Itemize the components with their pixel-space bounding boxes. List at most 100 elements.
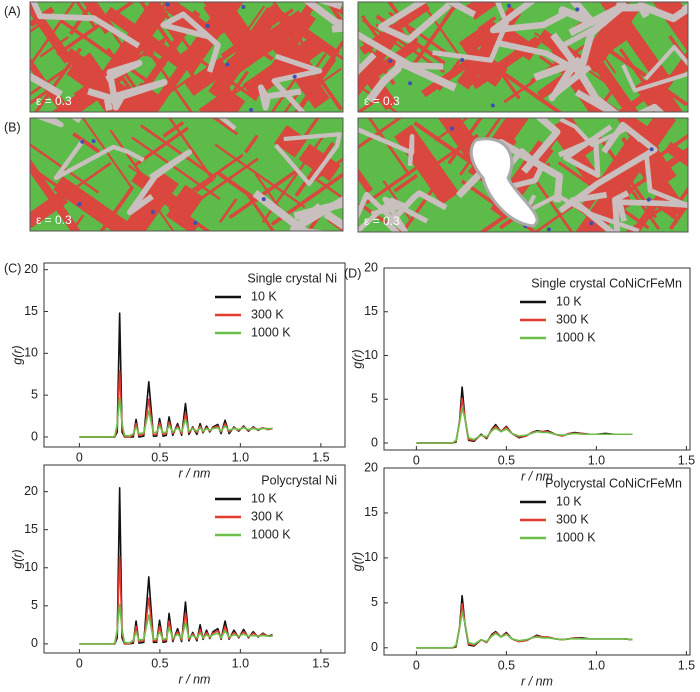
- boundary: [358, 127, 415, 167]
- panel-label: (C): [4, 261, 21, 275]
- stacking-fault: [315, 2, 343, 30]
- defect: [388, 59, 393, 64]
- stacking-fault: [601, 53, 617, 74]
- defect: [77, 202, 82, 207]
- defect: [546, 227, 551, 232]
- stacking-fault: [146, 2, 173, 30]
- boundary: [293, 199, 343, 221]
- stacking-fault: [150, 55, 203, 112]
- boundary: [533, 59, 620, 112]
- stacking-fault: [311, 67, 342, 91]
- legend-label: 1000 K: [251, 325, 291, 339]
- boundary: [53, 139, 145, 181]
- stacking-fault: [412, 2, 465, 65]
- x-tick-label: 1.0: [232, 450, 249, 464]
- strain-label: ε = 0.3: [364, 94, 400, 108]
- stacking-fault: [173, 153, 244, 204]
- legend-label: 300 K: [251, 509, 284, 523]
- defect: [292, 74, 297, 79]
- defect: [646, 197, 651, 202]
- snapshot: [30, 118, 343, 231]
- stacking-fault: [294, 118, 321, 151]
- stacking-fault: [499, 69, 581, 112]
- x-axis-label: r / nm: [179, 466, 211, 480]
- stacking-fault: [464, 47, 490, 75]
- x-tick-label: 1.0: [588, 658, 605, 672]
- stacking-fault: [245, 192, 279, 231]
- defect: [165, 2, 170, 7]
- x-axis-label: r / nm: [179, 672, 211, 686]
- stacking-fault: [30, 20, 45, 39]
- stacking-fault: [195, 177, 215, 193]
- snapshot: [358, 118, 688, 232]
- defect: [80, 139, 85, 144]
- rdf-line: [79, 396, 273, 438]
- snapshot-frame: [357, 117, 689, 233]
- rdf-line: [416, 397, 633, 444]
- legend-label: 300 K: [556, 312, 589, 326]
- boundary: [569, 190, 630, 232]
- stacking-fault: [466, 210, 512, 232]
- x-tick-label: 0: [76, 656, 83, 670]
- stacking-fault: [415, 118, 485, 163]
- x-tick-label: 1.0: [588, 453, 605, 467]
- stacking-fault: [30, 2, 73, 64]
- stacking-fault: [127, 22, 155, 58]
- y-tick-label: 0: [31, 429, 38, 443]
- y-tick-label: 20: [364, 460, 378, 474]
- defect: [460, 57, 465, 62]
- defect: [261, 197, 266, 202]
- defect: [150, 209, 155, 214]
- stacking-fault: [621, 136, 636, 156]
- x-tick-label: 0: [76, 450, 83, 464]
- legend-title: Single crystal Ni: [247, 271, 337, 285]
- stacking-fault: [306, 31, 343, 94]
- stacking-fault: [72, 118, 134, 190]
- stacking-fault: [624, 210, 650, 230]
- stacking-fault: [30, 155, 83, 231]
- defect: [507, 3, 512, 8]
- boundary: [257, 84, 302, 111]
- defect: [575, 7, 580, 12]
- stacking-fault: [134, 51, 199, 112]
- defect: [408, 81, 413, 86]
- y-axis-label: g(r): [350, 552, 364, 571]
- rdf-line: [79, 487, 273, 645]
- stacking-fault: [254, 12, 316, 94]
- void: [469, 137, 539, 228]
- stacking-fault: [167, 118, 215, 182]
- boundary: [489, 2, 570, 34]
- stacking-fault: [361, 19, 407, 52]
- legend-label: 1000 K: [556, 330, 596, 344]
- boundary: [87, 78, 168, 111]
- strain-label: ε = 0.3: [36, 94, 72, 108]
- legend-label: 10 K: [251, 491, 277, 505]
- stacking-fault: [244, 134, 259, 154]
- x-tick-label: 0.5: [151, 656, 168, 670]
- boundary: [105, 59, 143, 111]
- y-tick-label: 5: [371, 392, 378, 406]
- boundary: [30, 2, 141, 49]
- x-tick-label: 1.0: [232, 656, 249, 670]
- snapshot: [30, 2, 343, 112]
- plot-frame: [43, 464, 346, 654]
- y-tick-label: 15: [364, 304, 378, 318]
- boundary: [615, 2, 648, 12]
- y-tick-label: 20: [364, 260, 378, 274]
- plot-frame: [383, 467, 691, 656]
- boundary: [644, 154, 688, 209]
- rdf-line: [416, 602, 633, 649]
- boundary: [252, 189, 343, 231]
- boundary: [494, 148, 545, 193]
- snapshot-frame: [357, 1, 689, 113]
- boundary: [521, 118, 561, 174]
- stacking-fault: [120, 171, 179, 231]
- stacking-fault: [211, 8, 294, 68]
- stacking-fault: [626, 118, 655, 137]
- stacking-fault: [557, 161, 592, 187]
- legend-label: 10 K: [556, 494, 582, 508]
- stacking-fault: [393, 173, 418, 193]
- defect: [193, 220, 198, 225]
- x-tick-label: 1.5: [678, 453, 695, 467]
